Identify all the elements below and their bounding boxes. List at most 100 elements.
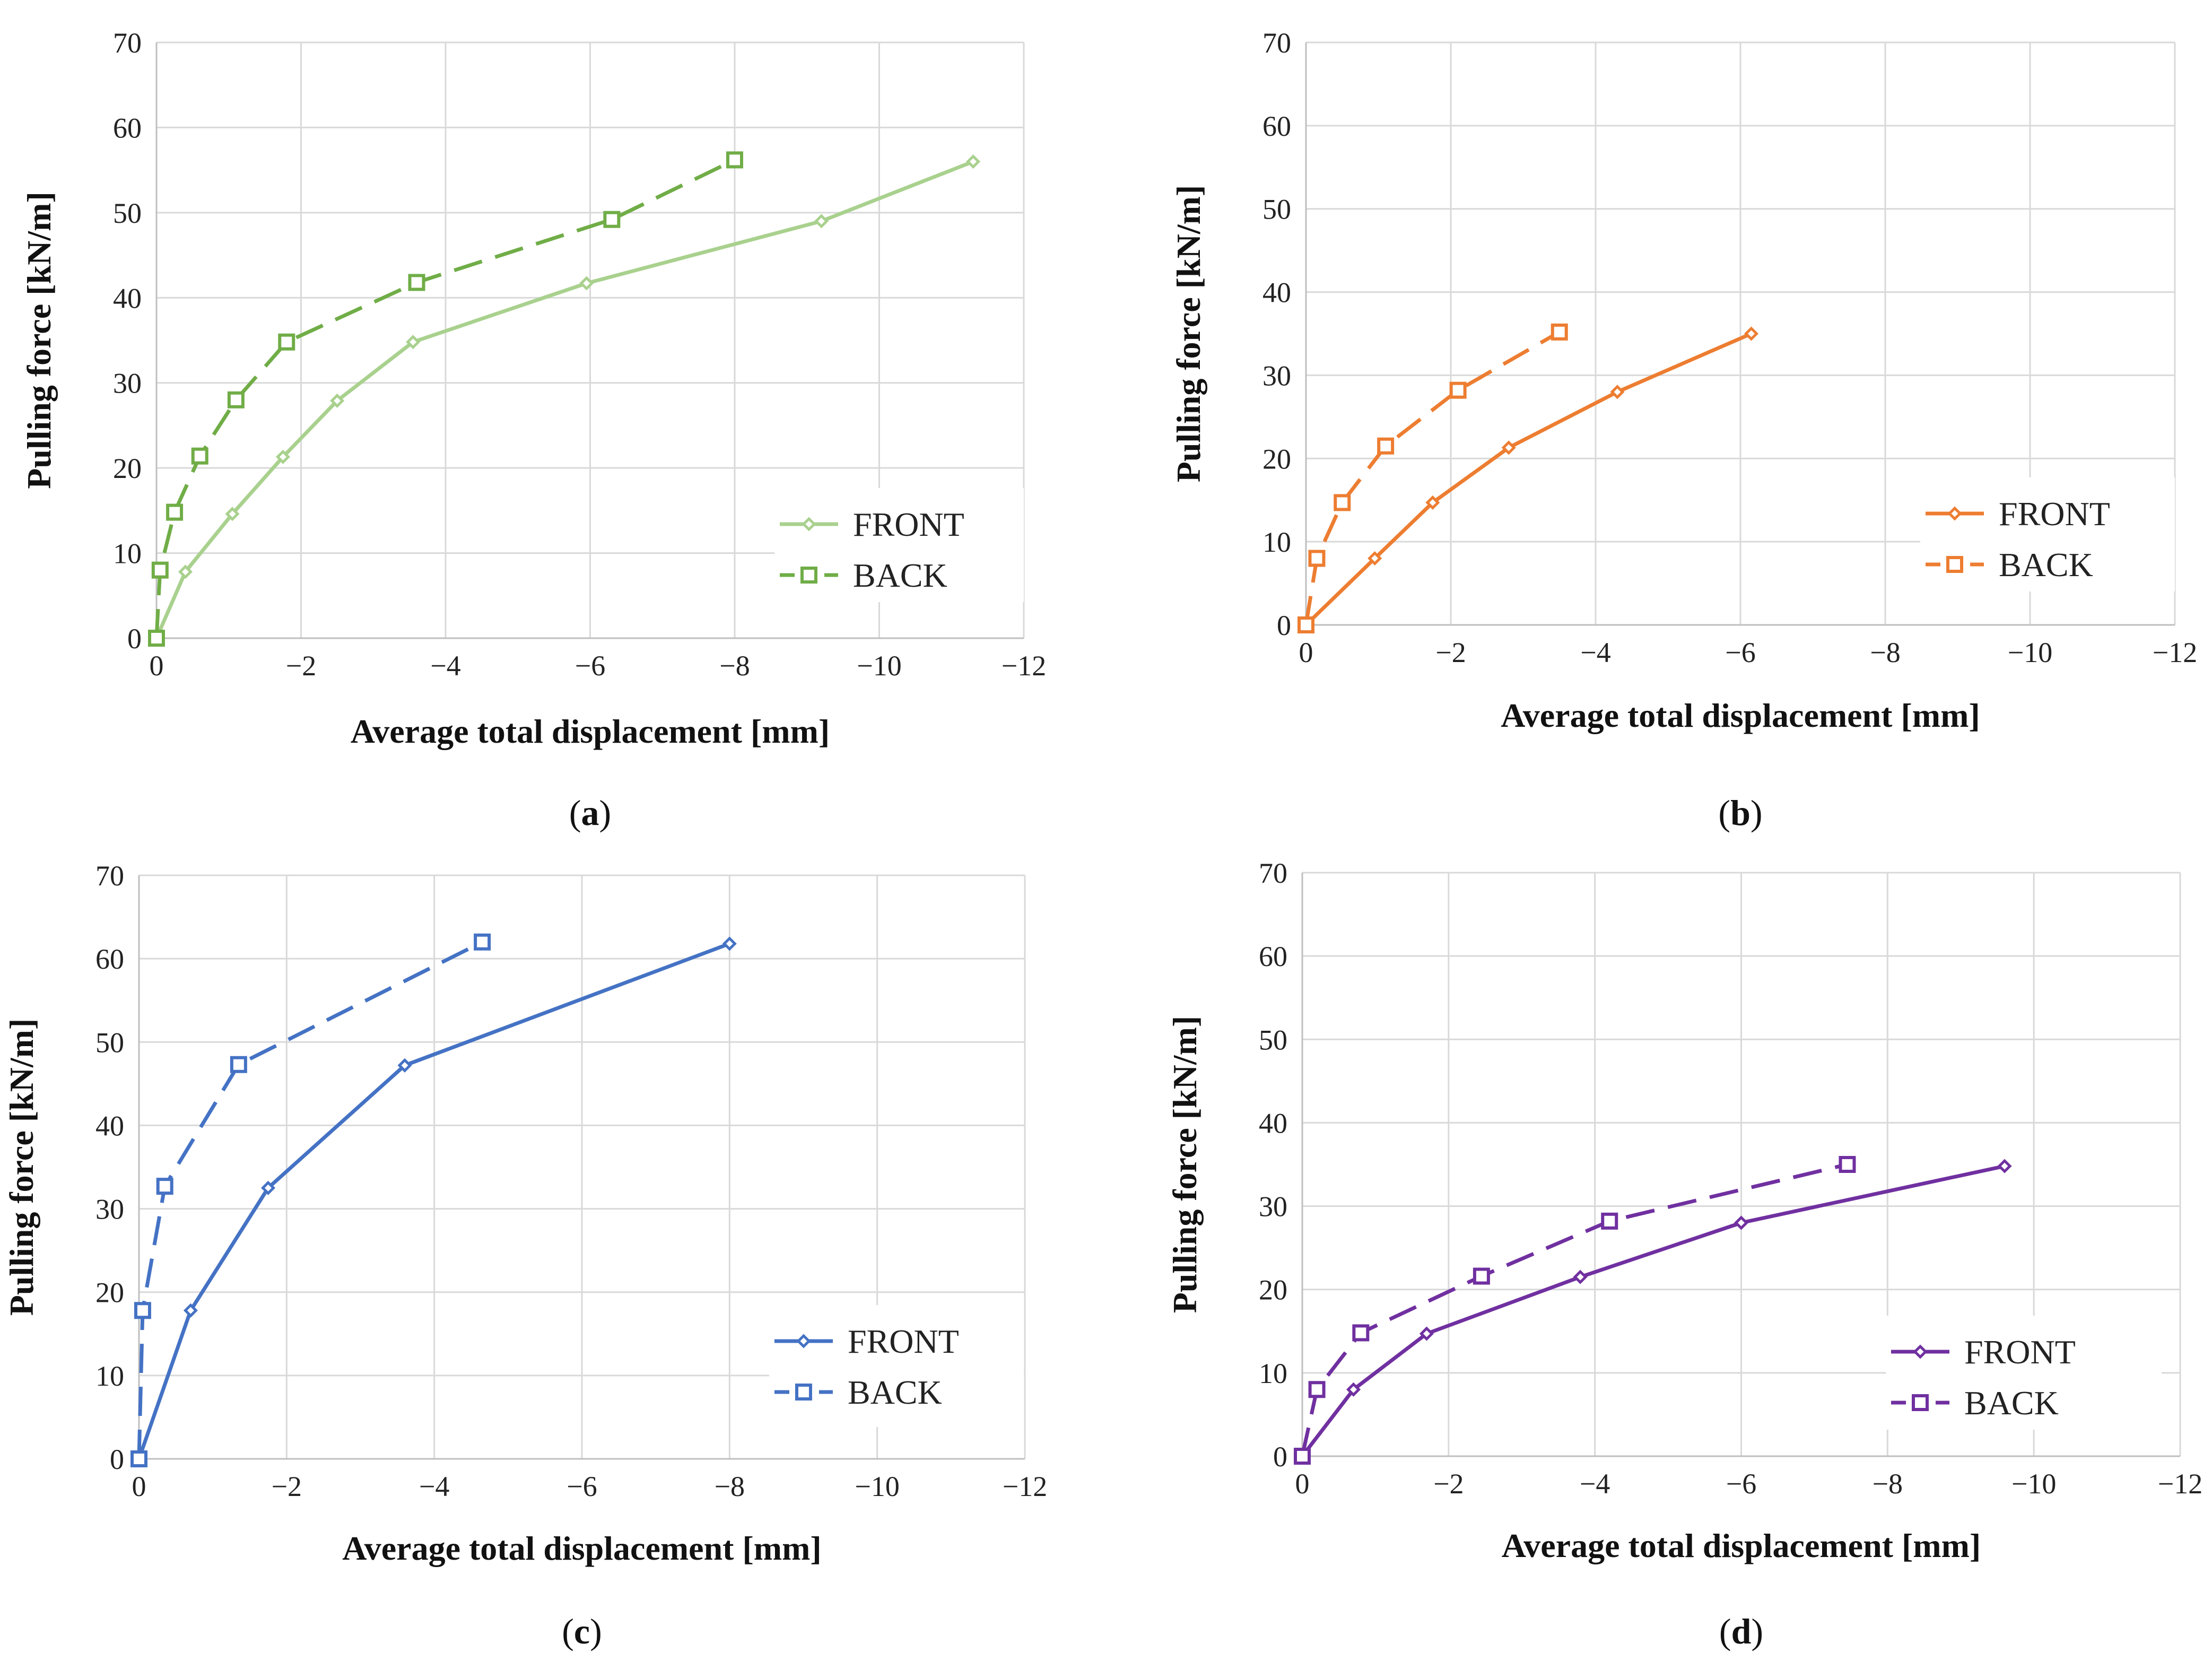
chart-panel-d: 0 10 20 30 40 50 60 70 0 −2 −4 −6 −8 −10 −12 Average to…: [1166, 857, 2202, 1651]
panel-label: (b): [1718, 793, 1762, 833]
y-tick-label: 30: [113, 368, 142, 399]
y-axis-title: Pulling force [kN/m]: [20, 192, 58, 489]
y-tick-label: 0: [127, 623, 142, 655]
x-tick-label: −2: [1435, 637, 1466, 668]
x-tick-label: 0: [150, 650, 164, 682]
legend-item-front: FRONT: [1926, 495, 2110, 533]
y-tick-label: 30: [1262, 360, 1291, 392]
y-tick-label: 20: [113, 453, 142, 484]
y-tick-label: 60: [1259, 941, 1287, 972]
y-tick-label: 20: [1262, 443, 1291, 475]
legend-label: FRONT: [853, 506, 964, 543]
x-tick-label: 0: [132, 1471, 146, 1502]
y-tick-label: 60: [95, 943, 124, 975]
data-point-front: [1744, 326, 1759, 341]
x-tick-label: −8: [1870, 637, 1900, 668]
y-tick-label: 0: [1273, 1441, 1287, 1473]
x-tick-label: −12: [1002, 650, 1046, 682]
legend-box: [769, 1305, 1024, 1427]
y-tick-label: 50: [95, 1027, 124, 1058]
y-axis-title: Pulling force [kN/m]: [3, 1019, 40, 1316]
legend-box: [1886, 1316, 2162, 1430]
x-tick-label: −6: [1726, 1468, 1756, 1500]
y-tick-label: 70: [1259, 857, 1287, 889]
legend-label: BACK: [1964, 1384, 2059, 1422]
y-axis-title: Pulling force [kN/m]: [1166, 1016, 1204, 1314]
legend-item-back: BACK: [1926, 546, 2093, 584]
x-tick-label: −2: [1433, 1468, 1464, 1500]
y-tick-label: 30: [1259, 1191, 1287, 1223]
y-tick-label: 40: [1259, 1107, 1287, 1139]
data-point-back: [227, 391, 245, 408]
x-tick-label: −8: [715, 1471, 745, 1502]
data-point-back: [151, 561, 169, 579]
series-line-back: [1300, 1162, 1848, 1457]
panel-label: (c): [562, 1611, 602, 1651]
data-point-back: [1551, 323, 1568, 341]
x-tick-label: −4: [1580, 1468, 1610, 1500]
data-point-back: [166, 503, 184, 521]
legend-item-back: BACK: [774, 1373, 942, 1411]
data-point-front: [1425, 495, 1440, 510]
series-line-front: [1301, 1164, 2005, 1458]
data-point-front: [1368, 551, 1382, 566]
data-point-back: [278, 333, 295, 351]
x-tick-label: −2: [286, 650, 316, 682]
x-tick-label: −6: [575, 650, 605, 682]
series-line-back: [1304, 330, 1561, 625]
x-tick-label: −10: [857, 650, 901, 682]
y-tick-label: 50: [113, 197, 142, 229]
legend-item-back: BACK: [780, 556, 947, 594]
legend-item-back: BACK: [1891, 1384, 2059, 1422]
x-tick-label: −6: [1725, 637, 1755, 668]
y-tick-label: 30: [95, 1194, 124, 1225]
y-tick-label: 50: [1259, 1024, 1287, 1056]
data-point-back: [603, 211, 621, 228]
x-tick-label: −12: [1003, 1471, 1047, 1502]
y-tick-label: 40: [95, 1110, 124, 1142]
series-back: [148, 151, 743, 647]
legend-marker: [1946, 556, 1963, 573]
x-tick-label: −8: [719, 650, 750, 682]
chart-panel-c: 0 10 20 30 40 50 60 70 0 −2 −4 −6 −8 −10 −12 Average to…: [3, 860, 1047, 1651]
data-point-back: [1449, 381, 1467, 399]
data-point-front: [1610, 385, 1625, 399]
data-point-back: [1334, 494, 1351, 511]
data-point-back: [1294, 1448, 1311, 1465]
x-tick-label: −10: [2011, 1468, 2056, 1500]
chart-panel-b: 0 10 20 30 40 50 60 70 0 −2 −4 −6 −8 −10 −12 Average to…: [1170, 27, 2197, 833]
series-back: [130, 933, 491, 1467]
y-tick-label: 0: [1277, 610, 1291, 641]
legend-marker: [1947, 506, 1962, 521]
legend-marker: [1913, 1344, 1928, 1359]
data-point-front: [1346, 1382, 1361, 1397]
legend-marker: [800, 567, 817, 584]
data-point-back: [1308, 1381, 1326, 1398]
x-axis-title: Average total displacement [mm]: [342, 1529, 821, 1567]
data-point-back: [191, 447, 208, 465]
legend-item-front: FRONT: [1891, 1333, 2076, 1371]
data-point-front: [225, 507, 240, 521]
x-tick-label: −2: [272, 1471, 302, 1502]
y-tick-label: 10: [95, 1360, 124, 1392]
data-point-back: [1308, 550, 1326, 567]
chart-panel-a: 0 10 20 30 40 50 60 70 0 −2 −4 −6 −8 −10 −12 Average to…: [20, 27, 1046, 833]
y-axis-title: Pulling force [kN/m]: [1170, 185, 1207, 483]
data-point-front: [183, 1303, 198, 1318]
data-point-front: [1573, 1269, 1588, 1284]
data-point-back: [1377, 437, 1395, 455]
legend-marker: [802, 517, 816, 532]
legend-label: BACK: [853, 556, 947, 594]
y-tick-label: 70: [113, 27, 142, 59]
legend-marker: [795, 1384, 812, 1401]
x-tick-label: −4: [1580, 637, 1610, 668]
data-point-front: [814, 214, 829, 229]
x-tick-label: −12: [2153, 637, 2197, 668]
data-point-back: [230, 1056, 247, 1073]
x-tick-label: −4: [430, 650, 460, 682]
legend-label: FRONT: [1999, 495, 2110, 533]
y-tick-label: 50: [1262, 194, 1291, 225]
data-point-back: [130, 1450, 147, 1467]
data-point-back: [1601, 1212, 1618, 1230]
